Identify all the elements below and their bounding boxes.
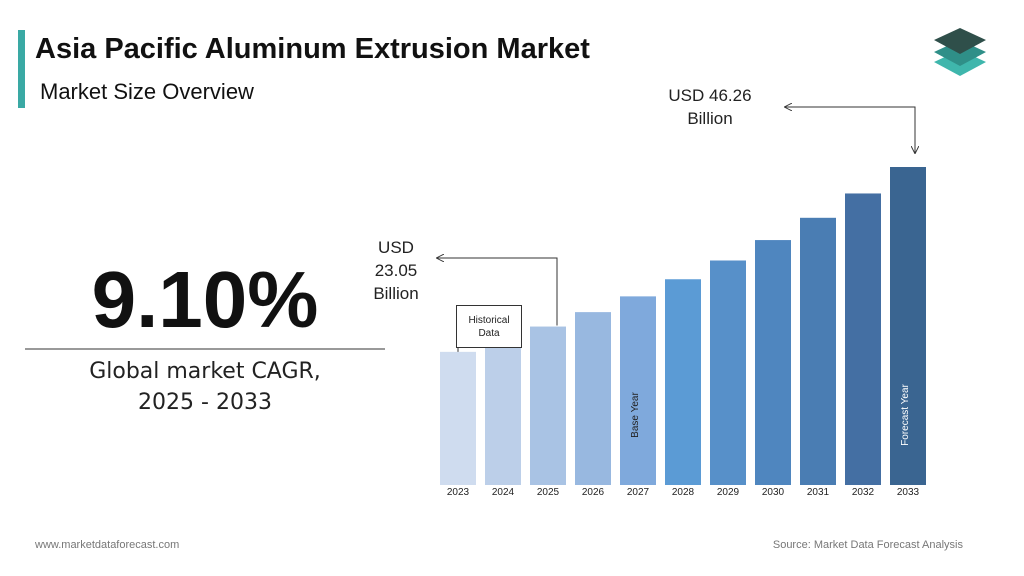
title: Asia Pacific Aluminum Extrusion Market bbox=[35, 33, 590, 65]
bar bbox=[485, 339, 521, 485]
historical-label: Historical Data bbox=[468, 314, 510, 339]
subtitle: Market Size Overview bbox=[40, 79, 254, 104]
callout-arrow bbox=[437, 258, 558, 326]
x-tick-label: 2027 bbox=[627, 487, 650, 498]
base-year-label: Base Year bbox=[630, 392, 641, 438]
x-tick-label: 2030 bbox=[762, 487, 785, 498]
bar bbox=[530, 326, 566, 485]
x-tick-label: 2025 bbox=[537, 487, 560, 498]
footer-left: www.marketdataforecast.com bbox=[34, 539, 179, 551]
bar bbox=[575, 312, 611, 485]
bar bbox=[620, 296, 656, 485]
historical-box: Historical Data bbox=[456, 305, 522, 348]
accent-bar bbox=[18, 30, 25, 108]
x-tick-label: 2026 bbox=[582, 487, 605, 498]
bar bbox=[845, 193, 881, 485]
forecast-year-label: Forecast Year bbox=[900, 383, 911, 445]
x-tick-label: 2028 bbox=[672, 487, 695, 498]
bar bbox=[710, 260, 746, 485]
logo bbox=[934, 28, 986, 76]
x-tick-label: 2029 bbox=[717, 487, 740, 498]
bar bbox=[755, 240, 791, 485]
x-tick-label: 2033 bbox=[897, 487, 920, 498]
kpi-caption: Global market CAGR, 2025 - 2033 bbox=[89, 359, 321, 415]
kpi-value: 9.10% bbox=[92, 255, 319, 344]
x-tick-label: 2032 bbox=[852, 487, 875, 498]
bar bbox=[890, 167, 926, 485]
value-label: USD 23.05 Billion bbox=[373, 238, 419, 303]
bar bbox=[800, 217, 836, 485]
bar bbox=[665, 279, 701, 485]
callout-arrow bbox=[785, 107, 915, 153]
x-tick-label: 2024 bbox=[492, 487, 515, 498]
value-label: USD 46.26 Billion bbox=[668, 86, 752, 128]
x-tick-label: 2023 bbox=[447, 487, 470, 498]
footer-right: Source: Market Data Forecast Analysis bbox=[773, 539, 964, 551]
bar bbox=[440, 351, 476, 485]
x-tick-label: 2031 bbox=[807, 487, 830, 498]
